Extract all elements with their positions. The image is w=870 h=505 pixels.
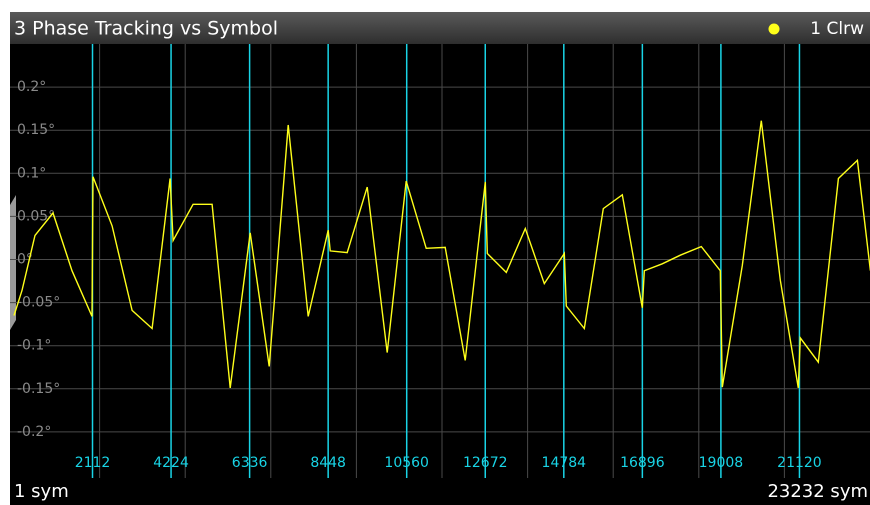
x-tick-label: 16896 — [620, 455, 665, 471]
y-tick-label: 0.2° — [17, 79, 46, 95]
x-tick-label: 4224 — [153, 455, 189, 471]
x-end-label: 23232 sym — [767, 481, 868, 502]
y-tick-label: -0.15° — [17, 381, 60, 397]
side-tab — [10, 195, 16, 330]
x-tick-label: 19008 — [699, 455, 744, 471]
division-lines — [99, 44, 785, 478]
plot-area — [10, 44, 870, 505]
y-tick-label: -0.2° — [17, 424, 51, 440]
x-tick-label: 12672 — [463, 455, 508, 471]
y-tick-label: 0.15° — [17, 122, 55, 138]
x-start-label: 1 sym — [14, 481, 69, 502]
chart-title: 3 Phase Tracking vs Symbol — [14, 18, 278, 40]
trace-line — [13, 120, 870, 389]
x-tick-label: 14784 — [542, 455, 587, 471]
x-tick-label: 10560 — [384, 455, 429, 471]
title-bar — [10, 12, 870, 44]
x-tick-label: 21120 — [777, 455, 822, 471]
y-tick-label: 0.1° — [17, 165, 46, 181]
y-tick-label: 0.05° — [17, 208, 55, 224]
trace-label: 1 Clrw — [810, 19, 864, 39]
x-tick-label: 6336 — [232, 455, 268, 471]
x-tick-label: 8448 — [310, 455, 346, 471]
trace-dot — [768, 23, 780, 35]
x-tick-label: 2112 — [75, 455, 111, 471]
y-tick-label: -0.05° — [17, 295, 60, 311]
y-tick-label: -0.1° — [17, 338, 51, 354]
